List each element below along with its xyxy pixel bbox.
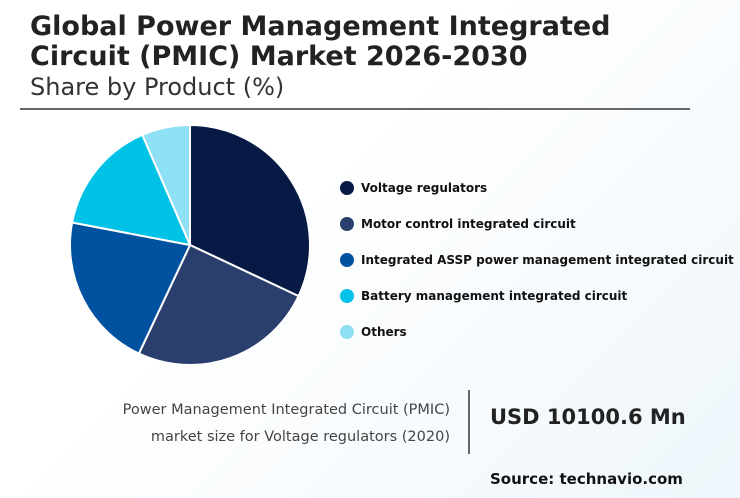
- title-line-1: Global Power Management Integrated: [30, 11, 611, 42]
- header-divider: [20, 108, 690, 110]
- legend-swatch: [340, 181, 354, 195]
- legend-item: Voltage regulators: [340, 170, 734, 206]
- legend-item: Integrated ASSP power management integra…: [340, 242, 734, 278]
- legend-label: Integrated ASSP power management integra…: [361, 253, 734, 267]
- legend-swatch: [340, 253, 354, 267]
- stat-label-line-2: market size for Voltage regulators (2020…: [150, 429, 450, 445]
- stat-label-line-1: Power Management Integrated Circuit (PMI…: [122, 402, 450, 418]
- legend-item: Others: [340, 314, 734, 350]
- pie-slice-voltage-regulators: [189, 123, 311, 298]
- chart-title: Global Power Management Integrated Circu…: [30, 12, 730, 72]
- legend-label: Motor control integrated circuit: [361, 217, 576, 231]
- pie-slice-battery-management-integrated-circuit: [70, 133, 192, 247]
- stat-divider: [468, 390, 470, 454]
- pie-slice-motor-control-integrated-circuit: [137, 243, 300, 366]
- title-line-2: Circuit (PMIC) Market 2026-2030: [30, 41, 528, 72]
- stat-value: USD 10100.6 Mn: [490, 405, 686, 429]
- legend-label: Voltage regulators: [361, 181, 488, 195]
- legend-label: Battery management integrated circuit: [361, 289, 628, 303]
- chart-subtitle: Share by Product (%): [30, 73, 285, 101]
- legend-label: Others: [361, 325, 407, 339]
- legend-item: Motor control integrated circuit: [340, 206, 734, 242]
- legend-swatch: [340, 325, 354, 339]
- legend-item: Battery management integrated circuit: [340, 278, 734, 314]
- chart-legend: Voltage regulators Motor control integrat…: [340, 170, 734, 350]
- pie-chart: [69, 123, 311, 366]
- source-credit: Source: technavio.com: [490, 470, 683, 488]
- legend-swatch: [340, 289, 354, 303]
- legend-swatch: [340, 217, 354, 231]
- pie-slice-integrated-assp-power-management-integrated-circuit: [69, 221, 192, 355]
- stat-label: Power Management Integrated Circuit (PMI…: [123, 397, 450, 451]
- pie-slice-others: [141, 123, 191, 246]
